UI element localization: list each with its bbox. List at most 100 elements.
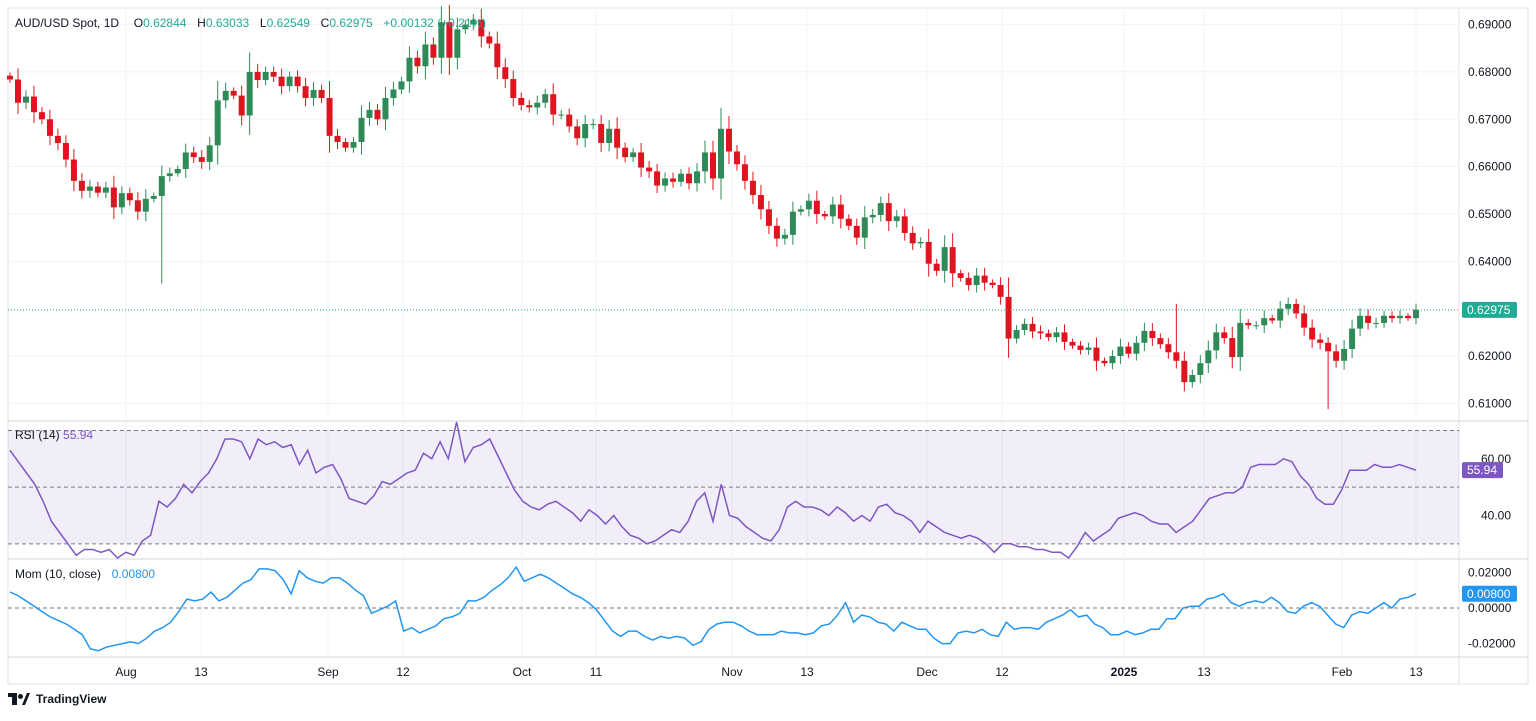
- close-value: 0.62975: [329, 16, 373, 30]
- candle-body: [102, 187, 109, 193]
- candle-body: [254, 71, 261, 80]
- price-tick-label: 0.69000: [1468, 18, 1512, 32]
- candle-body: [646, 167, 653, 172]
- candle-body: [1149, 330, 1156, 339]
- candle-body: [54, 135, 61, 143]
- candle-body: [1357, 315, 1364, 329]
- price-tick-label: 0.66000: [1468, 160, 1512, 174]
- candle-body: [941, 247, 948, 271]
- price-tick-label: 0.65000: [1468, 207, 1512, 221]
- candle-body: [773, 225, 780, 239]
- mom-legend[interactable]: Mom (10, close) 0.00800: [15, 567, 155, 581]
- candle-body: [470, 19, 477, 25]
- x-tick-label: 2025: [1111, 665, 1138, 679]
- candle-body: [334, 135, 341, 143]
- candle-body: [893, 216, 900, 222]
- candle-body: [694, 171, 701, 184]
- candle-body: [1061, 332, 1068, 342]
- candle-body: [142, 198, 149, 212]
- mom-value: 0.00800: [111, 567, 156, 581]
- candle-body: [1037, 331, 1044, 334]
- candle-body: [518, 97, 525, 106]
- candle-body: [430, 44, 437, 58]
- candle-body: [526, 105, 533, 108]
- candle-body: [166, 173, 173, 177]
- symbol-legend[interactable]: AUD/USD Spot, 1D O0.62844 H0.63033 L0.62…: [15, 16, 486, 30]
- close-label: C: [320, 16, 330, 30]
- chart-frame: [7, 7, 1529, 685]
- tradingview-logo-icon: [8, 693, 30, 705]
- rsi-legend[interactable]: RSI (14) 55.94: [15, 428, 93, 442]
- candle-body: [1413, 309, 1419, 319]
- candle-body: [1093, 347, 1100, 361]
- candle-body: [1229, 338, 1236, 358]
- candle-body: [238, 95, 245, 116]
- candle-body: [901, 216, 908, 233]
- candle-body: [1253, 325, 1260, 327]
- rsi-value-badge-text: 55.94: [1467, 463, 1497, 477]
- x-axis: Aug 13 Sep 12 Oct 11 Nov 13 Dec 12 2025 13 Feb 13: [115, 665, 1423, 679]
- candle-body: [278, 76, 285, 87]
- x-tick-label: Oct: [513, 665, 532, 679]
- candle-body: [845, 218, 852, 226]
- candle-body: [861, 217, 868, 238]
- candle-body: [534, 102, 541, 108]
- candle-body: [558, 114, 565, 116]
- candle-body: [86, 186, 93, 191]
- candle-body: [150, 196, 157, 199]
- candle-body: [997, 285, 1004, 297]
- candle-body: [342, 142, 349, 148]
- mom-value-badge-text: 0.00800: [1467, 587, 1511, 601]
- candle-body: [1181, 360, 1188, 383]
- candle-body: [725, 128, 732, 152]
- x-tick-label: 13: [1197, 665, 1211, 679]
- candle-body: [158, 176, 165, 197]
- candle-body: [606, 128, 613, 143]
- candle-body: [206, 145, 213, 162]
- candle-body: [222, 90, 229, 101]
- candle-body: [94, 186, 101, 193]
- x-tick-label: 12: [995, 665, 1009, 679]
- candle-body: [22, 96, 29, 103]
- candle-body: [869, 214, 876, 218]
- candle-body: [1301, 313, 1308, 328]
- candle-body: [1165, 344, 1172, 353]
- candle-body: [949, 247, 956, 274]
- candle-body: [1021, 323, 1028, 331]
- candle-body: [1005, 296, 1012, 339]
- x-tick-label: Nov: [721, 665, 742, 679]
- price-tick-label: 0.67000: [1468, 112, 1512, 126]
- candle-body: [717, 128, 724, 179]
- candle-body: [38, 112, 45, 120]
- price-tick-label: 0.62000: [1468, 349, 1512, 363]
- candle-body: [805, 200, 812, 210]
- footer-brand: TradingView: [36, 692, 107, 706]
- candle-body: [294, 76, 301, 87]
- candle-body: [1341, 348, 1348, 361]
- candle-body: [1141, 330, 1148, 343]
- candle-body: [1077, 345, 1084, 350]
- x-tick-label: Dec: [916, 665, 937, 679]
- candle-body: [853, 225, 860, 238]
- candle-body: [654, 171, 661, 186]
- mom-line: [9, 565, 1417, 652]
- candle-body: [590, 124, 597, 126]
- x-tick-label: Sep: [317, 665, 339, 679]
- candle-body: [406, 57, 413, 82]
- mom-label: Mom (10, close): [15, 567, 102, 581]
- rsi-line: [9, 421, 1417, 560]
- candle-body: [1133, 342, 1140, 354]
- candle-body: [622, 147, 629, 158]
- candle-body: [1245, 322, 1252, 326]
- tradingview-footer[interactable]: TradingView: [8, 692, 106, 706]
- candle-body: [230, 90, 237, 96]
- symbol-title: AUD/USD Spot, 1D: [15, 16, 120, 30]
- candle-body: [813, 200, 820, 214]
- candle-body: [749, 180, 756, 196]
- high-value: 0.63033: [205, 16, 250, 30]
- candle-body: [374, 109, 381, 120]
- candle-body: [757, 195, 764, 210]
- candle-body: [670, 178, 677, 182]
